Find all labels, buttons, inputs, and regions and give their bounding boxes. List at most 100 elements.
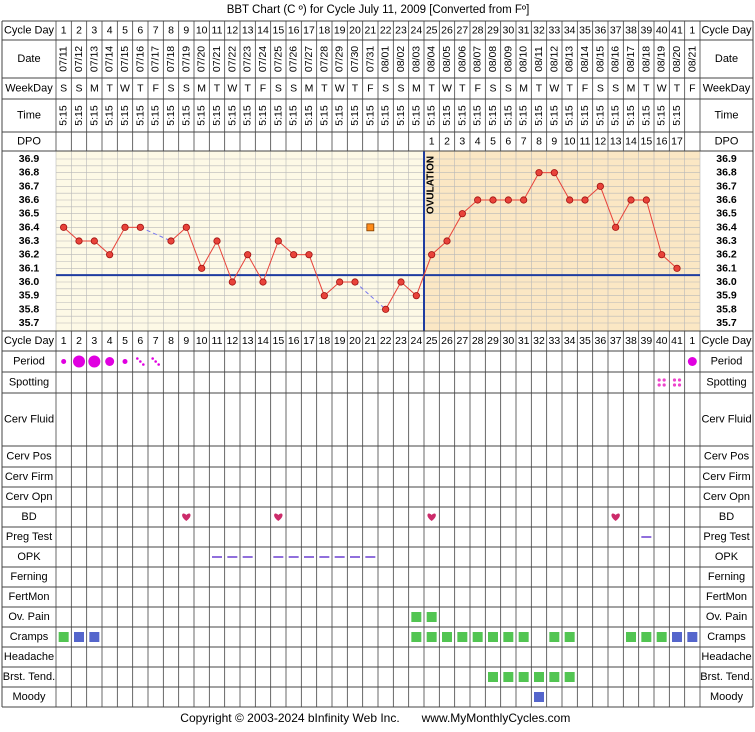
weekday-cell: T [321, 83, 328, 95]
cycle-day-cell: 35 [579, 25, 591, 37]
cycle-day-cell: 3 [91, 25, 97, 37]
cycle-day-cell-bottom: 5 [122, 335, 128, 347]
temp-point [244, 251, 252, 259]
time-cell: 5:15 [671, 105, 683, 126]
date-cell: 08/04 [426, 46, 438, 72]
row-label-cerv-pos: Cerv Pos [6, 451, 52, 463]
cycle-day-cell-bottom: 16 [288, 335, 300, 347]
temp-line-segment [385, 281, 402, 310]
time-cell: 5:15 [380, 105, 392, 126]
weekday-cell: T [674, 83, 681, 95]
cycle-day-cell-bottom: 25 [426, 335, 438, 347]
y-tick-label: 36.8 [19, 167, 40, 179]
temp-line-segment [615, 199, 632, 228]
row-label-cerv-opn: Cerv Opn [5, 491, 52, 503]
cycle-day-cell: 27 [456, 25, 468, 37]
row-label-right-fertmon: FertMon [706, 591, 747, 603]
cycle-day-cell-bottom: 11 [212, 335, 223, 347]
spotting-dot [677, 383, 682, 387]
weekday-cell: S [275, 83, 282, 95]
weekday-cell: S [489, 83, 496, 95]
cycle-day-cell-bottom: 22 [380, 335, 392, 347]
weekday-cell: S [183, 83, 190, 95]
weekday-cell: S [597, 83, 604, 95]
cycle-day-cell-bottom: 35 [579, 335, 591, 347]
cycle-day-cell: 20 [349, 25, 361, 37]
cycle-day-cell: 5 [122, 25, 128, 37]
y-tick-label-right: 36.0 [716, 276, 737, 288]
row-label-bd: BD [21, 511, 36, 523]
period-marker [105, 357, 115, 366]
dpo-cell: 3 [459, 136, 465, 148]
cycle-day-cell-bottom: 9 [183, 335, 189, 347]
row-label-cerv-firm: Cerv Firm [5, 471, 53, 483]
cycle-day-cell: 26 [441, 25, 453, 37]
row-label-right-preg-test: Preg Test [703, 531, 749, 543]
period-marker [88, 355, 101, 368]
cycle-day-cell-bottom: 7 [153, 335, 159, 347]
cycle-day-cell: 38 [625, 25, 637, 37]
cycle-day-cell: 19 [334, 25, 346, 37]
row-label-right-opk: OPK [715, 551, 739, 563]
y-tick-label-right: 36.7 [716, 180, 737, 192]
cramps-marker-severe [89, 632, 100, 642]
y-tick-label: 36.9 [19, 153, 40, 165]
brst-tend-marker [488, 672, 498, 682]
y-tick-label: 36.3 [19, 235, 40, 247]
date-cell: 07/23 [242, 46, 254, 72]
temp-point [382, 305, 390, 313]
cycle-day-cell: 28 [472, 25, 484, 37]
y-tick-label-right: 35.8 [716, 303, 737, 315]
date-cell: 07/18 [165, 46, 177, 72]
y-tick-label-right: 36.3 [716, 235, 737, 247]
temp-point [412, 292, 420, 300]
cycle-day-cell-bottom: 14 [257, 335, 269, 347]
weekday-cell: M [90, 83, 99, 95]
cycle-day-cell-bottom: 38 [625, 335, 637, 347]
cycle-day-cell-bottom: 13 [242, 335, 254, 347]
row-label-right-time: Time [714, 110, 738, 122]
cycle-day-cell-bottom: 28 [472, 335, 484, 347]
time-cell: 5:15 [226, 105, 238, 126]
date-cell: 08/16 [610, 46, 622, 72]
y-tick-label-right: 35.9 [716, 290, 737, 302]
cramps-marker [564, 632, 575, 642]
ovulation-label: OVULATION [426, 156, 437, 214]
period-marker [687, 357, 697, 366]
moody-marker [534, 692, 544, 702]
temp-point [489, 196, 497, 204]
cycle-day-cell: 31 [518, 25, 530, 37]
date-cell: 08/09 [502, 46, 514, 72]
weekday-cell: W [227, 83, 237, 95]
dpo-cell: 17 [671, 136, 683, 148]
cycle-day-cell: 25 [426, 25, 438, 37]
cycle-day-cell-bottom: 19 [334, 335, 346, 347]
temp-point [596, 182, 604, 190]
time-cell: 5:15 [288, 105, 300, 126]
temp-point [228, 278, 236, 286]
cramps-marker [626, 632, 636, 642]
cycle-day-cell: 2 [76, 25, 82, 37]
cramps-marker [488, 632, 498, 642]
row-label-dpo: DPO [17, 136, 41, 148]
weekday-cell: W [335, 83, 345, 95]
date-cell: 07/21 [211, 46, 223, 72]
temp-point [612, 223, 620, 231]
weekday-cell: T [566, 83, 573, 95]
y-tick-label: 36.7 [19, 180, 40, 192]
dpo-cell: 12 [594, 136, 606, 148]
row-label-time: Time [17, 110, 41, 122]
y-tick-label: 35.8 [19, 303, 40, 315]
y-tick-label-right: 36.2 [716, 249, 737, 261]
time-cell: 5:15 [472, 105, 484, 126]
time-cell: 5:15 [334, 105, 346, 126]
temp-point [428, 251, 436, 259]
row-label-right-date: Date [715, 53, 738, 65]
row-label-cycle-day: Cycle Day [4, 25, 55, 37]
dpo-cell: 4 [475, 136, 481, 148]
time-cell: 5:15 [364, 105, 376, 126]
date-cell: 07/17 [150, 46, 162, 72]
temp-point [673, 264, 681, 272]
date-cell: 07/19 [180, 46, 192, 72]
